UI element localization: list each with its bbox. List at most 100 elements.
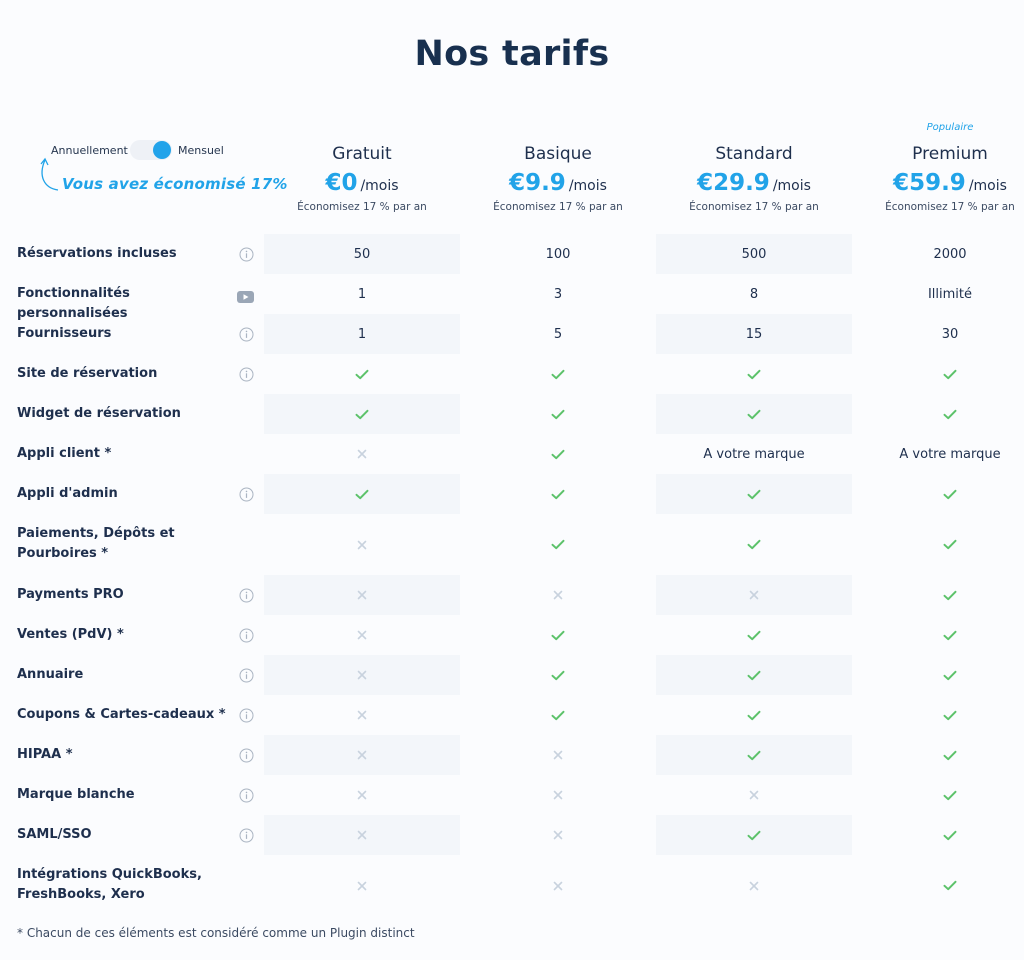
popular-badge bbox=[656, 118, 852, 138]
feature-label: Annuaire bbox=[17, 667, 84, 682]
cell-shade bbox=[656, 314, 852, 354]
plan-saving-note: Économisez 17 % par an bbox=[885, 201, 1015, 213]
video-icon[interactable] bbox=[237, 288, 254, 303]
check-icon bbox=[656, 394, 852, 434]
cell-shade bbox=[264, 314, 460, 354]
info-icon[interactable] bbox=[239, 788, 254, 803]
check-icon bbox=[656, 514, 852, 575]
cross-icon bbox=[656, 575, 852, 615]
cell-shade bbox=[656, 655, 852, 695]
cross-icon bbox=[460, 815, 656, 855]
cell-shade bbox=[656, 234, 852, 274]
cell-value: 500 bbox=[741, 246, 767, 262]
cell-shade bbox=[656, 815, 852, 855]
info-icon[interactable] bbox=[239, 327, 254, 342]
info-icon[interactable] bbox=[239, 828, 254, 843]
check-icon bbox=[852, 735, 1024, 775]
info-icon[interactable] bbox=[239, 668, 254, 683]
feature-comparison-table: Réservations incluses 50 100 500 2000 Fonctio… bbox=[0, 234, 1024, 916]
plan-header-premium: Populaire Premium €59.9/mois Économisez 17 … bbox=[852, 118, 1024, 213]
cross-icon bbox=[460, 735, 656, 775]
plan-price: €29.9/mois bbox=[656, 170, 852, 196]
table-row: Fournisseurs 1 5 15 30 bbox=[0, 314, 1024, 354]
cell-value: 30 bbox=[941, 326, 959, 342]
check-icon bbox=[460, 615, 656, 655]
info-icon[interactable] bbox=[239, 588, 254, 603]
check-icon bbox=[460, 394, 656, 434]
plan-price: €9.9/mois bbox=[460, 170, 656, 196]
feature-label: Appli client * bbox=[17, 446, 112, 461]
check-icon bbox=[460, 354, 656, 394]
table-row: Coupons & Cartes-cadeaux * bbox=[0, 695, 1024, 735]
cross-icon bbox=[264, 855, 460, 916]
check-icon bbox=[460, 474, 656, 514]
cell-value: 2000 bbox=[933, 246, 967, 262]
info-icon[interactable] bbox=[239, 487, 254, 502]
plan-saving-note: Économisez 17 % par an bbox=[493, 201, 623, 213]
cross-icon bbox=[264, 735, 460, 775]
check-icon bbox=[264, 394, 460, 434]
table-row: Payments PRO bbox=[0, 575, 1024, 615]
cross-icon bbox=[656, 855, 852, 916]
info-icon[interactable] bbox=[239, 708, 254, 723]
check-icon bbox=[852, 514, 1024, 575]
cell-value: 100 bbox=[545, 246, 571, 262]
check-icon bbox=[852, 815, 1024, 855]
check-icon bbox=[656, 615, 852, 655]
annual-billing-label[interactable]: Annuellement bbox=[51, 144, 128, 157]
table-row: Marque blanche bbox=[0, 775, 1024, 815]
check-icon bbox=[852, 615, 1024, 655]
feature-label: Paiements, Dépôts et Pourboires * bbox=[17, 526, 175, 561]
feature-label: SAML/SSO bbox=[17, 827, 92, 842]
check-icon bbox=[460, 695, 656, 735]
table-row: Fonctionnalités personnalisées 1 3 8 Illimit… bbox=[0, 274, 1024, 321]
cell-value: 3 bbox=[553, 286, 563, 302]
table-row: Appli d'admin bbox=[0, 474, 1024, 514]
plan-name: Basique bbox=[524, 144, 592, 164]
cell-shade bbox=[264, 394, 460, 434]
feature-label: Fournisseurs bbox=[17, 326, 112, 341]
cross-icon bbox=[264, 514, 460, 575]
check-icon bbox=[460, 514, 656, 575]
table-row: Site de réservation bbox=[0, 354, 1024, 394]
info-icon[interactable] bbox=[239, 367, 254, 382]
check-icon bbox=[852, 575, 1024, 615]
cell-value: 50 bbox=[353, 246, 371, 262]
plan-header-basique: Basique €9.9/mois Économisez 17 % par an bbox=[460, 118, 656, 213]
savings-note: Vous avez économisé 17% bbox=[62, 175, 288, 193]
cross-icon bbox=[264, 434, 460, 474]
billing-period-toggle[interactable] bbox=[130, 140, 172, 160]
feature-label: Site de réservation bbox=[17, 366, 158, 381]
cell-shade bbox=[264, 234, 460, 274]
plan-saving-note: Économisez 17 % par an bbox=[689, 201, 819, 213]
cell-value: Illimité bbox=[927, 286, 973, 302]
table-row: HIPAA * bbox=[0, 735, 1024, 775]
check-icon bbox=[264, 474, 460, 514]
feature-label: Réservations incluses bbox=[17, 246, 177, 261]
info-icon[interactable] bbox=[239, 748, 254, 763]
price-amount: €9.9 bbox=[509, 170, 566, 196]
info-icon[interactable] bbox=[239, 247, 254, 262]
info-icon[interactable] bbox=[239, 628, 254, 643]
check-icon bbox=[656, 695, 852, 735]
cross-icon bbox=[264, 695, 460, 735]
check-icon bbox=[460, 434, 656, 474]
table-row: Appli client * A votre marque A votre marq… bbox=[0, 434, 1024, 474]
monthly-billing-label[interactable]: Mensuel bbox=[178, 144, 224, 157]
plan-header-standard: Standard €29.9/mois Économisez 17 % par an bbox=[656, 118, 852, 213]
check-icon bbox=[852, 474, 1024, 514]
feature-label: Marque blanche bbox=[17, 787, 135, 802]
check-icon bbox=[460, 655, 656, 695]
cell-value: 1 bbox=[357, 286, 367, 302]
cross-icon bbox=[460, 575, 656, 615]
cross-icon bbox=[264, 655, 460, 695]
table-row: Paiements, Dépôts et Pourboires * bbox=[0, 514, 1024, 575]
cross-icon bbox=[264, 615, 460, 655]
plan-saving-note: Économisez 17 % par an bbox=[297, 201, 427, 213]
plan-name: Gratuit bbox=[332, 144, 392, 164]
popular-badge bbox=[460, 118, 656, 138]
footnote: * Chacun de ces éléments est considéré c… bbox=[17, 926, 415, 940]
cross-icon bbox=[460, 855, 656, 916]
cross-icon bbox=[656, 775, 852, 815]
table-row: SAML/SSO bbox=[0, 815, 1024, 855]
